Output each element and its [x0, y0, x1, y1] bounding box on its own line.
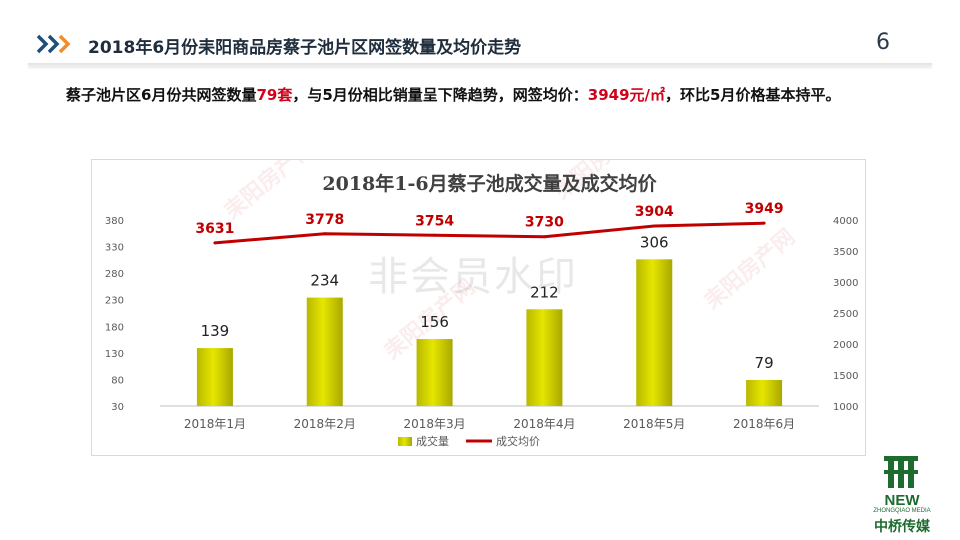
line-value-label: 3631 [195, 221, 234, 237]
y-right-tick-label: 1000 [833, 402, 858, 413]
line-point [542, 235, 546, 239]
x-tick-label: 2018年5月 [623, 417, 685, 431]
chevrons-icon [36, 34, 71, 54]
series-line-price [214, 221, 765, 245]
page-number: 6 [876, 30, 890, 55]
chart-container: 耒阳房产网耒阳房产网耒阳房产网耒阳房产网2018年1-6月蔡子池成交量及成交均价… [91, 159, 866, 456]
y-left-tick-label: 80 [111, 375, 124, 386]
bar-value-label: 234 [310, 272, 339, 290]
legend-label-price: 成交均价 [496, 434, 540, 448]
line-point [762, 221, 766, 225]
chart-title: 2018年1-6月蔡子池成交量及成交均价 [322, 172, 657, 195]
summary-text-3: ，环比5月价格基本持平。 [665, 86, 841, 104]
logo-chinese: 中桥传媒 [874, 519, 930, 535]
summary-paragraph: 蔡子池片区6月份共网签数量79套，与5月份相比销量呈下降趋势，网签均价：3949… [66, 79, 866, 112]
y-left-tick-label: 130 [105, 349, 124, 360]
bar-value-label: 156 [420, 313, 449, 331]
y-left-tick-label: 380 [105, 216, 124, 227]
line-value-label: 3778 [305, 212, 344, 228]
summary-highlight-volume: 79套 [256, 86, 293, 104]
line-value-label: 3754 [415, 213, 454, 229]
brand-watermark: 耒阳房产网 [699, 224, 800, 315]
bar [636, 259, 673, 406]
x-tick-label: 2018年2月 [294, 417, 356, 431]
y-right-tick-label: 3000 [833, 278, 858, 289]
summary-text-1: 蔡子池片区6月份共网签数量 [66, 86, 257, 104]
y-left-tick-label: 180 [105, 322, 124, 333]
x-tick-label: 2018年6月 [733, 417, 795, 431]
line-point [323, 232, 327, 236]
line-value-label: 3949 [745, 201, 784, 217]
header-divider [28, 63, 932, 65]
combo-chart: 耒阳房产网耒阳房产网耒阳房产网耒阳房产网2018年1-6月蔡子池成交量及成交均价… [105, 160, 859, 448]
bar-value-label: 79 [755, 354, 774, 372]
line-point [433, 233, 437, 237]
summary-text-2: ，与5月份相比销量呈下降趋势，网签均价： [292, 86, 588, 104]
logo-english: NEW [884, 492, 920, 509]
logo-english-sub: ZHONGQIAO MEDIA [873, 508, 931, 514]
slide-title: 2018年6月份耒阳商品房蔡子池片区网签数量及均价走势 [88, 38, 522, 58]
summary-highlight-price: 3949元/㎡ [587, 86, 666, 104]
line-point [213, 241, 217, 245]
logo-mark-icon [884, 456, 918, 488]
line-value-label: 3904 [635, 204, 674, 220]
line-value-label: 3730 [525, 215, 564, 231]
y-left-tick-label: 330 [105, 243, 124, 254]
y-right-tick-label: 3500 [833, 247, 858, 258]
y-right-tick-label: 1500 [833, 371, 858, 382]
bar [416, 339, 453, 406]
bar-value-label: 139 [201, 322, 230, 340]
legend-label-volume: 成交量 [416, 434, 449, 448]
y-left-tick-label: 30 [111, 402, 124, 413]
legend-swatch-volume [398, 437, 412, 446]
bar [196, 348, 233, 406]
line-point [652, 224, 656, 228]
bar-value-label: 306 [640, 233, 669, 251]
company-logo: NEW ZHONGQIAO MEDIA 中桥传媒 [862, 452, 942, 536]
y-right-tick-label: 4000 [833, 216, 858, 227]
x-tick-label: 2018年3月 [403, 417, 465, 431]
x-tick-label: 2018年1月 [184, 417, 246, 431]
y-left-tick-label: 230 [105, 296, 124, 307]
y-right-tick-label: 2000 [833, 340, 858, 351]
bar [306, 297, 343, 406]
bar [746, 379, 783, 406]
y-right-tick-label: 2500 [833, 309, 858, 320]
y-left-tick-label: 280 [105, 269, 124, 280]
bar-value-label: 212 [530, 283, 559, 301]
slide-header: 2018年6月份耒阳商品房蔡子池片区网签数量及均价走势 6 [0, 0, 960, 80]
x-tick-label: 2018年4月 [513, 417, 575, 431]
bar [526, 309, 563, 406]
watermark-text: 非会员水印 [368, 254, 578, 300]
